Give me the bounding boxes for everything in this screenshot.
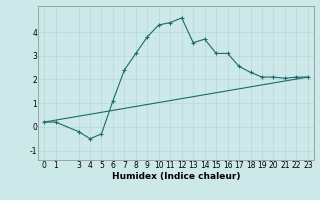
X-axis label: Humidex (Indice chaleur): Humidex (Indice chaleur): [112, 172, 240, 181]
